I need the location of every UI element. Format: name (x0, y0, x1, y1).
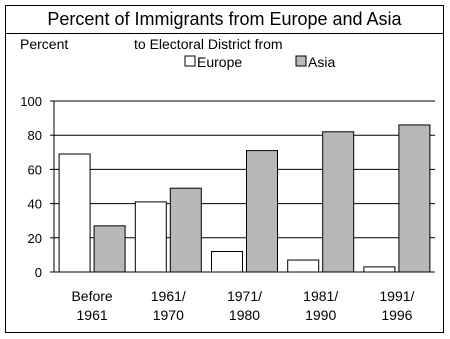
x-tick-label: Before (71, 288, 112, 304)
bar-europe (134, 201, 167, 273)
bar-asia (93, 225, 126, 273)
bar-asia (398, 124, 431, 273)
chart-frame: Percent of Immigrants from Europe and As… (5, 5, 444, 333)
x-tick-label: 1981/ (303, 288, 338, 304)
x-tick-label: 1961 (77, 307, 108, 323)
bar-europe (58, 153, 91, 273)
legend-swatch-europe (184, 55, 196, 67)
x-tick-labels: Before 1961 1961/1970 1971/1980 1981/1990 199… (71, 288, 414, 323)
y-tick-label: 20 (28, 231, 42, 246)
y-tick-label: 60 (28, 162, 42, 177)
legend-label-europe: Europe (197, 54, 242, 70)
chart-title: Percent of Immigrants from Europe and As… (6, 6, 443, 34)
bars (58, 124, 431, 273)
x-tick-label: 1971/ (227, 288, 262, 304)
bar-europe (363, 266, 396, 273)
bar-europe (211, 250, 243, 273)
gridlines (54, 100, 435, 239)
x-tick-label: 1990 (305, 307, 336, 323)
y-tick-label: 100 (20, 94, 42, 109)
x-tick-label: 1996 (381, 307, 412, 323)
axes (50, 100, 435, 273)
y-tick-label: 40 (28, 197, 42, 212)
legend-title: to Electoral District from (134, 36, 283, 52)
y-tick-labels: 0 20 40 60 80 100 (20, 94, 42, 280)
legend: Europe Asia (184, 54, 335, 70)
bar-asia (169, 187, 202, 273)
x-tick-label: 1961/ (151, 288, 186, 304)
y-tick-label: 0 (35, 265, 42, 280)
y-axis-label: Percent (20, 36, 68, 52)
legend-swatch-asia (295, 55, 307, 67)
x-tick-label: 1991/ (379, 288, 414, 304)
bar-europe (287, 259, 320, 273)
x-tick-label: 1970 (153, 307, 184, 323)
bar-asia (246, 150, 278, 273)
legend-label-asia: Asia (308, 54, 335, 70)
y-tick-label: 80 (28, 128, 42, 143)
bar-asia (322, 131, 355, 273)
x-tick-label: 1980 (229, 307, 260, 323)
